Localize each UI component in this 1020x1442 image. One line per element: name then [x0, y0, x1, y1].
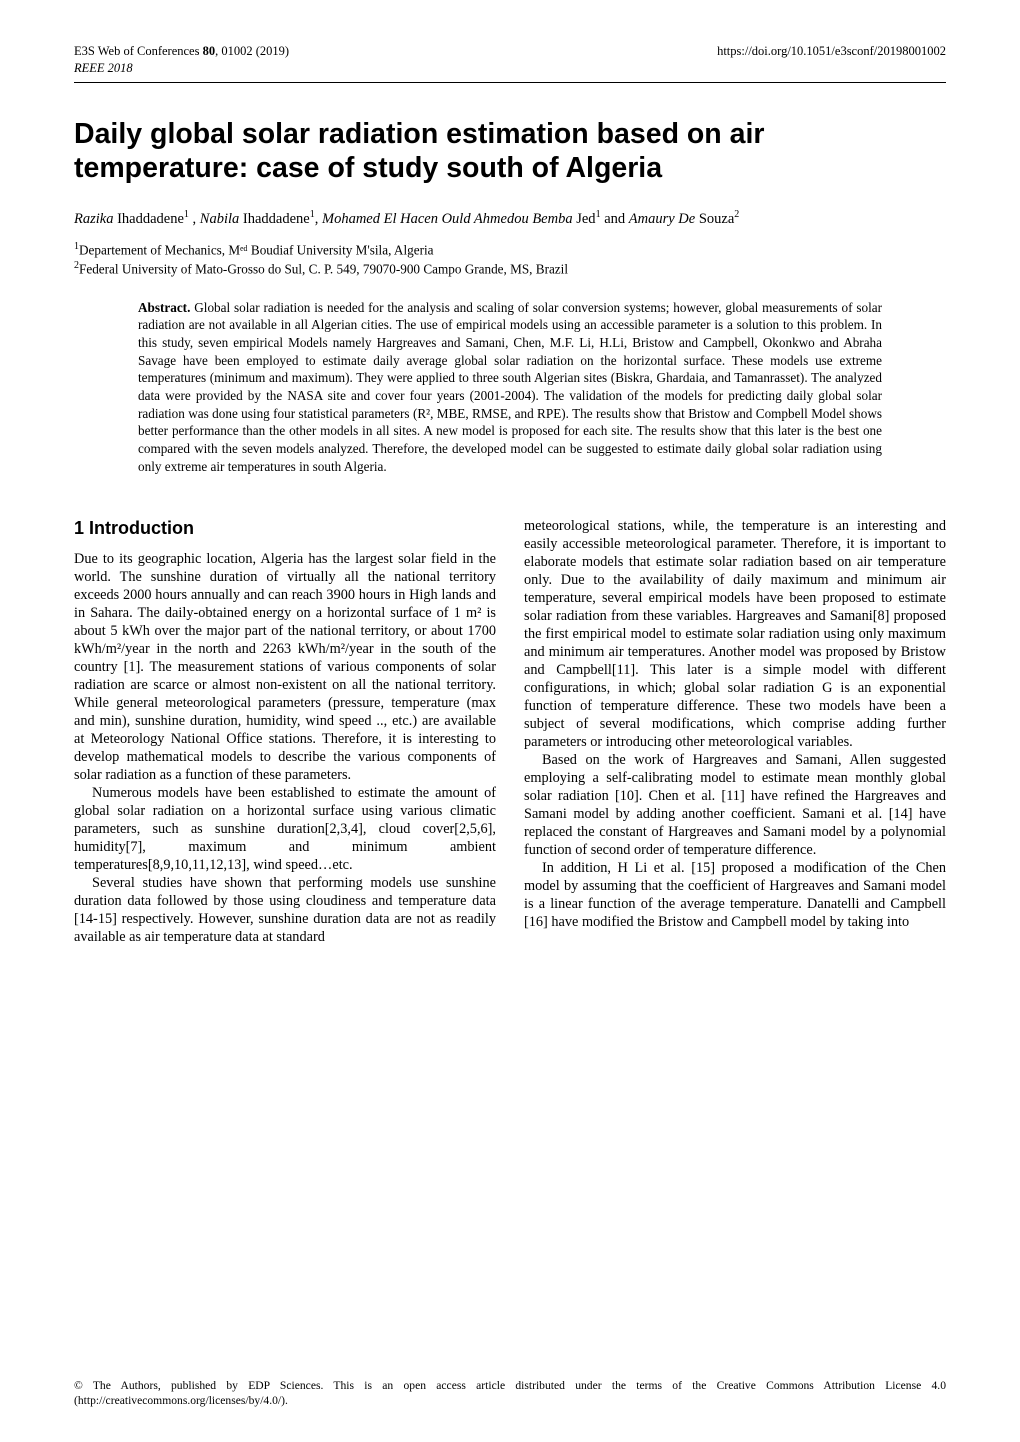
conference-line: REEE 2018	[74, 61, 946, 76]
author-last: Ihaddadene	[243, 211, 310, 227]
header-rule	[74, 82, 946, 83]
affiliation-2: 2Federal University of Mato-Grosso do Su…	[74, 259, 946, 278]
author-line: Razika Ihaddadene1 , Nabila Ihaddadene1,…	[74, 209, 946, 228]
author-first: Razika	[74, 211, 113, 227]
abstract-text: Global solar radiation is needed for the…	[138, 300, 882, 474]
author-last: Ihaddadene	[117, 211, 184, 227]
right-column: meteorological stations, while, the temp…	[524, 517, 946, 946]
body-paragraph: meteorological stations, while, the temp…	[524, 517, 946, 751]
journal-id-line: E3S Web of Conferences 80, 01002 (2019)	[74, 44, 289, 59]
affiliation-1: 1Departement of Mechanics, Mᵉᵈ Boudiaf U…	[74, 240, 946, 259]
author-last: Souza	[699, 211, 734, 227]
affil-sup: 1	[596, 209, 601, 220]
body-paragraph: Several studies have shown that performi…	[74, 874, 496, 946]
body-paragraph: Based on the work of Hargreaves and Sama…	[524, 751, 946, 859]
affiliations: 1Departement of Mechanics, Mᵉᵈ Boudiaf U…	[74, 240, 946, 278]
journal-name: E3S Web of Conferences	[74, 44, 203, 58]
abstract: Abstract. Global solar radiation is need…	[138, 299, 882, 476]
body-paragraph: In addition, H Li et al. [15] proposed a…	[524, 859, 946, 931]
affil-sup: 1	[184, 209, 189, 220]
body-paragraph: Numerous models have been established to…	[74, 784, 496, 874]
body-paragraph: Due to its geographic location, Algeria …	[74, 550, 496, 784]
affil-sup: 1	[310, 209, 315, 220]
author-first: Amaury De	[629, 211, 695, 227]
article-title: Daily global solar radiation estimation …	[74, 117, 946, 185]
left-column: 1 Introduction Due to its geographic loc…	[74, 517, 496, 946]
section-1-heading: 1 Introduction	[74, 517, 496, 540]
license-footer: © The Authors, published by EDP Sciences…	[74, 1379, 946, 1408]
author-last: Jed	[576, 211, 595, 227]
author-first: Nabila	[200, 211, 239, 227]
abstract-label: Abstract.	[138, 300, 190, 315]
doi-link[interactable]: https://doi.org/10.1051/e3sconf/20198001…	[717, 44, 946, 59]
affil-sup: 2	[734, 209, 739, 220]
volume-number: 80	[203, 44, 216, 58]
author-first: Mohamed El Hacen Ould Ahmedou Bemba	[322, 211, 573, 227]
